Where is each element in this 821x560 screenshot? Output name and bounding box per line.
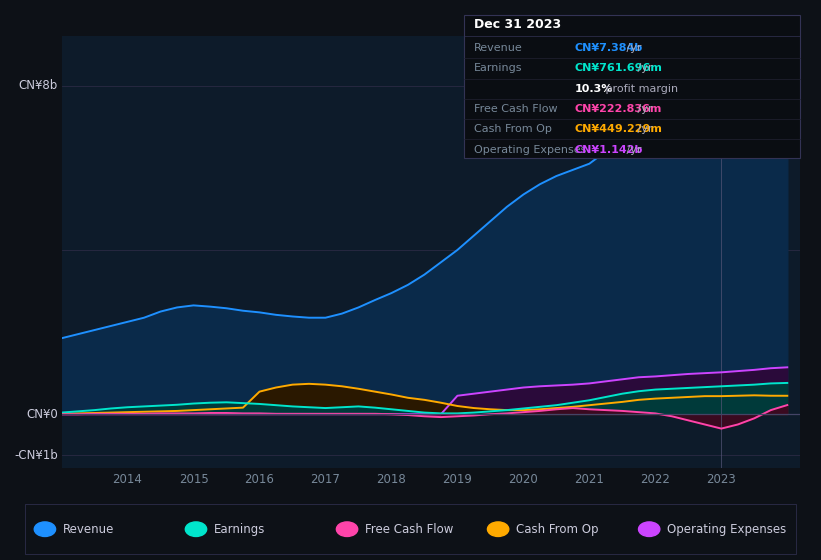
Text: Operating Expenses: Operating Expenses bbox=[667, 522, 787, 536]
Text: Free Cash Flow: Free Cash Flow bbox=[474, 104, 557, 114]
Text: profit margin: profit margin bbox=[602, 83, 677, 94]
Text: CN¥7.384b: CN¥7.384b bbox=[575, 43, 643, 53]
Text: Cash From Op: Cash From Op bbox=[474, 124, 552, 134]
Text: /yr: /yr bbox=[623, 43, 641, 53]
Text: Free Cash Flow: Free Cash Flow bbox=[365, 522, 453, 536]
Text: /yr: /yr bbox=[634, 124, 652, 134]
Text: /yr: /yr bbox=[623, 144, 641, 155]
Text: CN¥761.696m: CN¥761.696m bbox=[575, 63, 663, 73]
Text: CN¥8b: CN¥8b bbox=[19, 79, 57, 92]
Text: Earnings: Earnings bbox=[214, 522, 265, 536]
Text: Revenue: Revenue bbox=[63, 522, 114, 536]
Text: Revenue: Revenue bbox=[474, 43, 523, 53]
Text: Cash From Op: Cash From Op bbox=[516, 522, 599, 536]
Text: CN¥222.836m: CN¥222.836m bbox=[575, 104, 663, 114]
Text: CN¥1.142b: CN¥1.142b bbox=[575, 144, 643, 155]
Text: CN¥449.229m: CN¥449.229m bbox=[575, 124, 663, 134]
Text: -CN¥1b: -CN¥1b bbox=[14, 449, 57, 462]
Text: Earnings: Earnings bbox=[474, 63, 522, 73]
Text: 10.3%: 10.3% bbox=[575, 83, 613, 94]
Text: Operating Expenses: Operating Expenses bbox=[474, 144, 586, 155]
Text: CN¥0: CN¥0 bbox=[26, 408, 57, 421]
Text: /yr: /yr bbox=[634, 63, 652, 73]
Text: /yr: /yr bbox=[634, 104, 652, 114]
Text: Dec 31 2023: Dec 31 2023 bbox=[474, 18, 561, 31]
